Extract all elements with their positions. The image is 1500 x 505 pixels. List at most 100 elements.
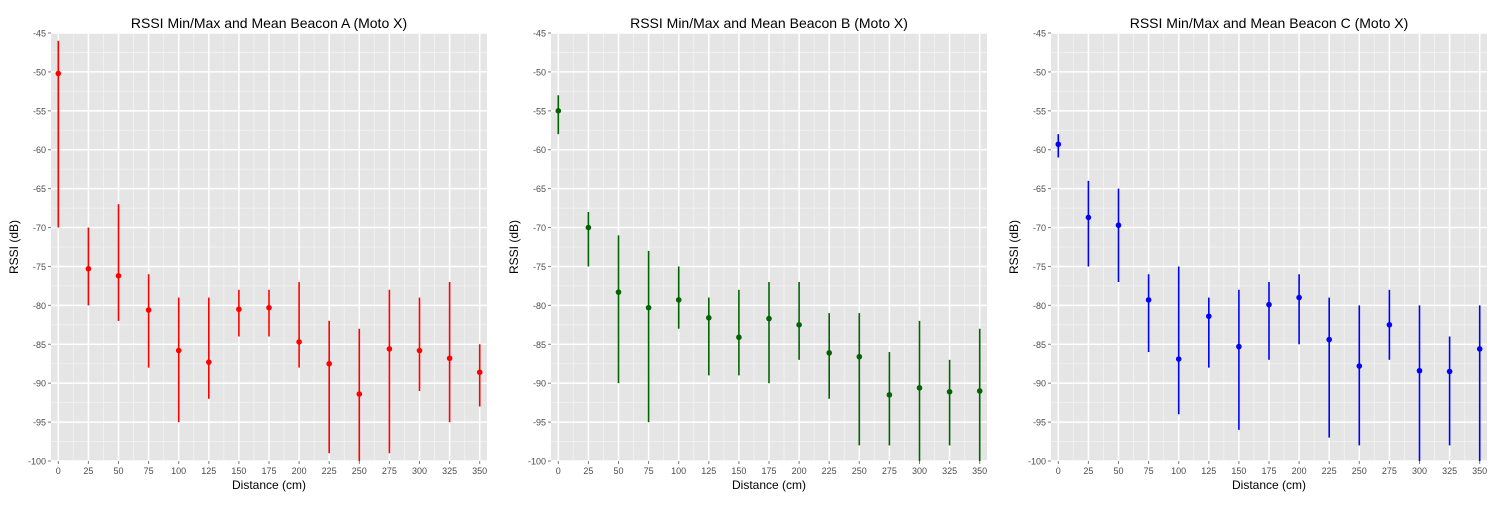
mean-point: [916, 385, 923, 391]
y-tick-label: -60: [1033, 145, 1046, 155]
x-tick-label: 250: [852, 466, 867, 476]
y-tick-label: -50: [1033, 67, 1046, 77]
x-tick-label: 200: [792, 466, 807, 476]
y-tick-label: -80: [1033, 301, 1046, 311]
mean-point: [326, 360, 333, 367]
x-tick-label: 175: [261, 466, 276, 476]
x-tick-label: 225: [822, 466, 837, 476]
mean-point: [476, 369, 483, 376]
x-tick-label: 75: [644, 466, 654, 476]
y-axis-label: RSSI (dB): [507, 220, 521, 274]
y-tick-label: -55: [533, 106, 546, 116]
mean-point: [1416, 367, 1423, 374]
mean-point: [356, 391, 363, 397]
x-tick-label: 300: [1412, 466, 1427, 476]
x-tick-label: 300: [912, 466, 927, 476]
x-tick-label: 25: [583, 466, 593, 476]
y-tick-label: -85: [1033, 340, 1046, 350]
mean-point: [555, 108, 562, 114]
mean-point: [1476, 346, 1483, 352]
x-tick-label: 175: [761, 466, 776, 476]
x-axis-label: Distance (cm): [232, 478, 306, 492]
y-tick-label: -75: [533, 262, 546, 272]
y-tick-label: -55: [1033, 106, 1046, 116]
mean-point: [1236, 343, 1242, 350]
y-tick-label: -65: [33, 184, 46, 194]
y-tick-label: -90: [533, 379, 546, 389]
x-tick-label: 300: [412, 466, 427, 476]
y-axis-label: RSSI (dB): [7, 220, 21, 274]
y-tick-label: -100: [528, 457, 546, 467]
y-tick-label: -95: [33, 418, 46, 428]
y-tick-label: -90: [1033, 379, 1046, 389]
y-tick-label: -70: [533, 223, 546, 233]
x-axis-label: Distance (cm): [732, 478, 806, 492]
x-tick-label: 150: [1231, 466, 1246, 476]
y-tick-label: -65: [1033, 184, 1046, 194]
y-tick-label: -80: [33, 301, 46, 311]
y-tick-label: -75: [1033, 262, 1046, 272]
x-tick-label: 0: [556, 466, 561, 476]
x-tick-label: 25: [1083, 466, 1093, 476]
mean-point: [1296, 294, 1302, 301]
y-tick-label: -75: [33, 262, 46, 272]
mean-point: [386, 346, 393, 352]
mean-point: [585, 224, 592, 231]
mean-point: [266, 304, 272, 311]
mean-point: [766, 315, 772, 322]
y-tick-label: -85: [533, 340, 546, 350]
y-tick-label: -55: [33, 106, 46, 116]
mean-point: [826, 350, 832, 356]
y-tick-label: -90: [33, 379, 46, 389]
x-tick-label: 0: [56, 466, 61, 476]
chart-panel-3: -100 -95 -90 -85 -80 -75 -70 -65 -60 -55 -50 -45 0 25…: [1007, 15, 1487, 492]
x-tick-label: 250: [352, 466, 367, 476]
x-tick-label: 200: [292, 466, 307, 476]
y-tick-label: -45: [33, 29, 46, 39]
mean-point: [1446, 368, 1453, 375]
mean-point: [856, 353, 863, 360]
mean-point: [1206, 313, 1212, 320]
x-tick-label: 275: [382, 466, 397, 476]
mean-point: [1055, 141, 1062, 148]
y-tick-label: -95: [533, 418, 546, 428]
mean-point: [946, 388, 953, 395]
y-tick-label: -60: [33, 145, 46, 155]
x-tick-label: 150: [731, 466, 746, 476]
x-tick-label: 50: [1113, 466, 1123, 476]
x-tick-label: 100: [171, 466, 186, 476]
x-tick-label: 0: [1056, 466, 1061, 476]
y-tick-label: -80: [533, 301, 546, 311]
mean-point: [1386, 322, 1393, 328]
y-axis-label: RSSI (dB): [1007, 220, 1021, 274]
x-tick-label: 275: [882, 466, 897, 476]
mean-point: [1326, 336, 1332, 343]
mean-point: [115, 272, 122, 279]
x-tick-label: 150: [231, 466, 246, 476]
y-tick-label: -50: [533, 67, 546, 77]
x-tick-label: 75: [1144, 466, 1154, 476]
x-tick-label: 75: [144, 466, 154, 476]
x-tick-label: 175: [1261, 466, 1276, 476]
mean-point: [55, 70, 62, 77]
chart-panel-1: -100 -95 -90 -85 -80 -75 -70 -65 -60 -55 -50 -45 0 25…: [7, 15, 487, 492]
x-tick-label: 325: [442, 466, 457, 476]
mean-point: [1356, 363, 1363, 369]
mean-point: [1115, 222, 1122, 229]
y-tick-label: -100: [28, 457, 46, 467]
mean-point: [976, 388, 983, 394]
x-tick-label: 225: [322, 466, 337, 476]
x-tick-label: 50: [613, 466, 623, 476]
x-tick-label: 125: [201, 466, 216, 476]
mean-point: [1175, 356, 1182, 362]
chart-title: RSSI Min/Max and Mean Beacon C (Moto X): [1130, 15, 1409, 31]
chart-title: RSSI Min/Max and Mean Beacon A (Moto X): [131, 15, 407, 31]
mean-point: [446, 355, 453, 362]
chart-panel-2: -100 -95 -90 -85 -80 -75 -70 -65 -60 -55 -50 -45 0 25…: [507, 15, 987, 492]
x-tick-label: 100: [1171, 466, 1186, 476]
mean-point: [1145, 297, 1152, 303]
mean-point: [706, 315, 712, 321]
x-tick-label: 275: [1382, 466, 1397, 476]
y-tick-label: -45: [1033, 29, 1046, 39]
